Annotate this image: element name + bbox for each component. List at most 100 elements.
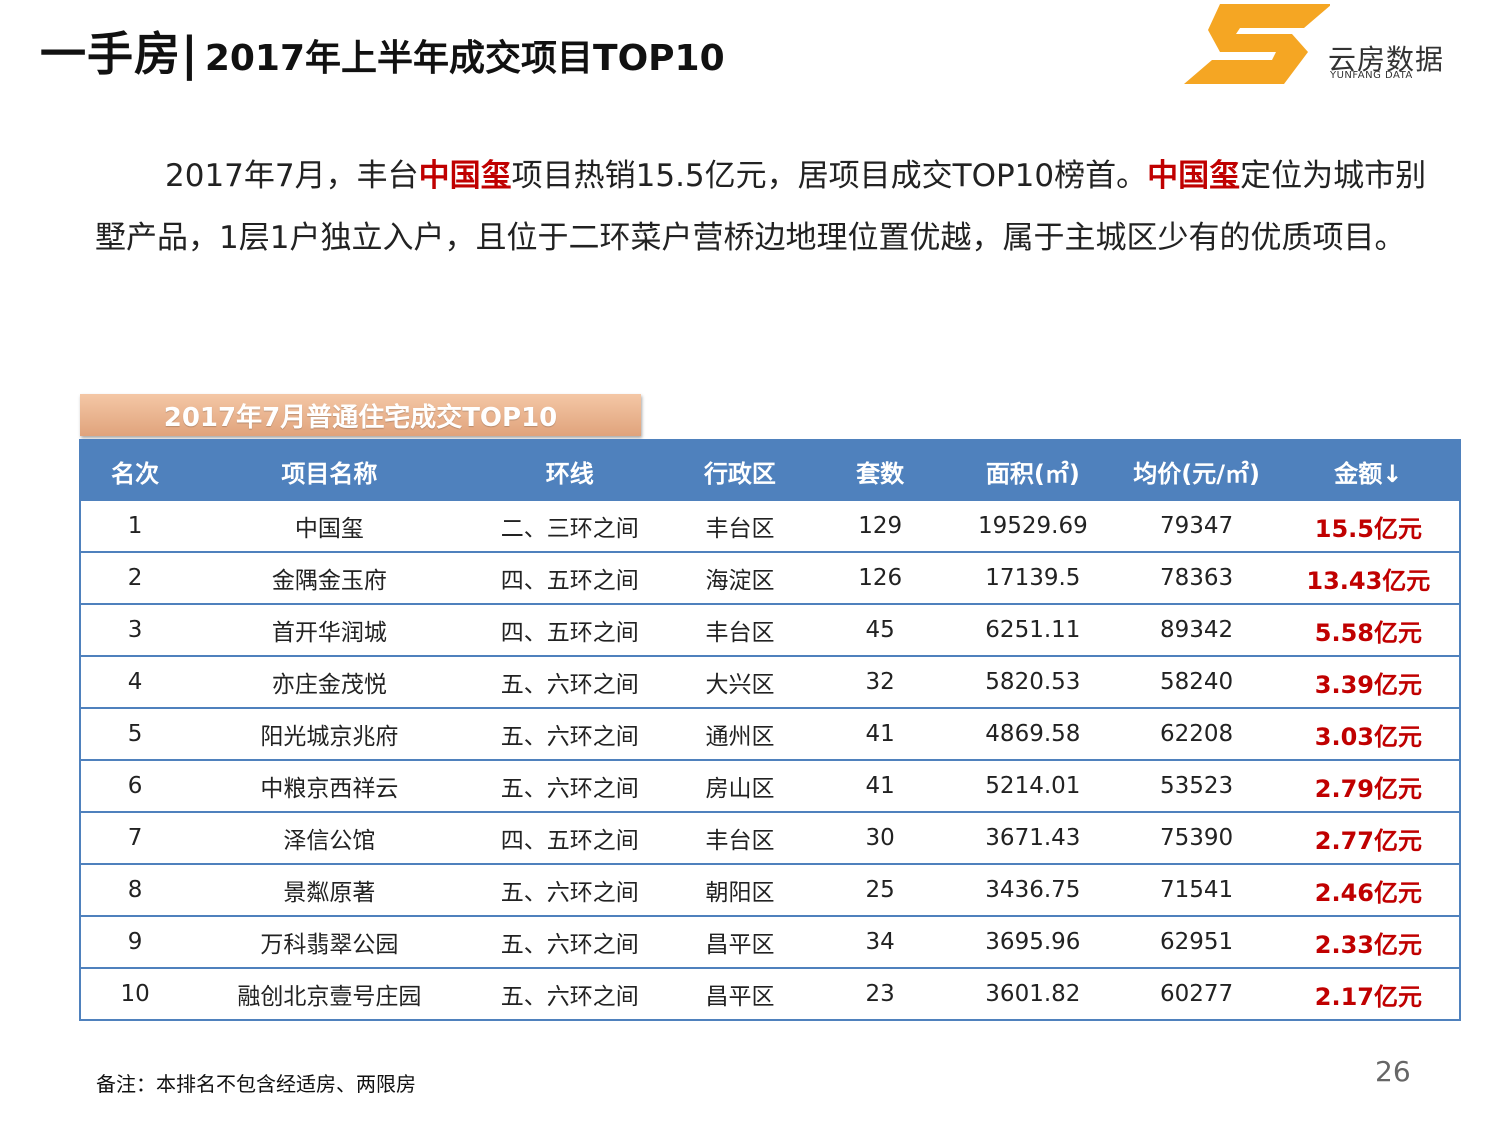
cell-ring-road: 四、五环之间	[469, 552, 670, 605]
cell-district: 朝阳区	[669, 864, 811, 917]
cell-ring-road: 五、六环之间	[469, 916, 670, 969]
header-rank: 名次	[81, 441, 190, 501]
intro-paragraph: 2017年7月，丰台中国玺项目热销15.5亿元，居项目成交TOP10榜首。中国玺…	[95, 145, 1445, 269]
cell-amount: 5.58亿元	[1277, 604, 1459, 657]
cell-avg-price: 62951	[1115, 916, 1278, 969]
header-units: 套数	[810, 441, 951, 501]
table-header-row: 名次 项目名称 环线 行政区 套数 面积(㎡) 均价(元/㎡) 金额↓	[81, 441, 1459, 501]
cell-district: 丰台区	[669, 812, 811, 865]
ranking-table: 名次 项目名称 环线 行政区 套数 面积(㎡) 均价(元/㎡) 金额↓ 1 中国玺…	[79, 439, 1461, 1021]
cell-amount: 15.5亿元	[1277, 501, 1459, 553]
table-row: 6 中粮京西祥云 五、六环之间 房山区 41 5214.01 53523 2.79亿元	[81, 760, 1459, 813]
cell-amount: 3.39亿元	[1277, 656, 1459, 709]
table-caption: 2017年7月普通住宅成交TOP10	[80, 394, 641, 436]
table-row: 8 景粼原著 五、六环之间 朝阳区 25 3436.75 71541 2.46亿元	[81, 864, 1459, 917]
cell-district: 通州区	[669, 708, 811, 761]
cell-area: 19529.69	[950, 501, 1116, 553]
cell-rank: 4	[81, 656, 190, 709]
cell-ring-road: 五、六环之间	[469, 760, 670, 813]
cell-area: 3695.96	[950, 916, 1116, 969]
cell-ring-road: 四、五环之间	[469, 812, 670, 865]
cell-project-name: 首开华润城	[189, 604, 470, 657]
cell-rank: 3	[81, 604, 190, 657]
intro-text-2: 项目热销15.5亿元，居项目成交TOP10榜首。	[511, 158, 1148, 194]
cell-avg-price: 62208	[1115, 708, 1278, 761]
cell-units: 34	[810, 916, 951, 969]
cell-rank: 10	[120, 981, 150, 1007]
table-row: 3 首开华润城 四、五环之间 丰台区 45 6251.11 89342 5.58亿元	[81, 604, 1459, 657]
cell-amount: 2.46亿元	[1277, 864, 1459, 917]
header-district: 行政区	[669, 441, 811, 501]
table-row: 1 中国玺 二、三环之间 丰台区 129 19529.69 79347 15.5亿元	[81, 501, 1459, 553]
cell-area: 5214.01	[950, 760, 1116, 813]
cell-rank: 7	[81, 812, 190, 865]
cell-area: 3436.75	[950, 864, 1116, 917]
table-row: 9 万科翡翠公园 五、六环之间 昌平区 34 3695.96 62951 2.33亿元	[81, 916, 1459, 969]
cell-area: 6251.11	[950, 604, 1116, 657]
cell-units: 126	[810, 552, 951, 605]
cell-rank: 1	[81, 501, 190, 553]
header-area: 面积(㎡)	[950, 441, 1116, 501]
cell-project-name: 亦庄金茂悦	[189, 656, 470, 709]
cell-ring-road: 五、六环之间	[469, 864, 670, 917]
table-body: 1 中国玺 二、三环之间 丰台区 129 19529.69 79347 15.5亿元 2 金隅金玉…	[81, 501, 1459, 1019]
cell-units: 41	[810, 760, 951, 813]
cell-area: 17139.5	[950, 552, 1116, 605]
cell-units: 25	[810, 864, 951, 917]
cell-project-name: 景粼原著	[189, 864, 470, 917]
cell-district: 丰台区	[669, 604, 811, 657]
cell-ring-road: 二、三环之间	[469, 501, 670, 553]
cell-district: 昌平区	[705, 984, 775, 1010]
cell-project-name: 融创北京壹号庄园	[237, 984, 422, 1010]
intro-highlight-1: 中国玺	[418, 158, 512, 194]
cell-ring-road: 五、六环之间	[500, 984, 639, 1010]
slide-title: 2017年上半年成交项目TOP10	[204, 38, 725, 79]
page-title: 一手房| 2017年上半年成交项目TOP10	[40, 18, 725, 84]
cell-project-name: 中国玺	[189, 501, 470, 553]
logo-name: 云房数据	[1328, 43, 1445, 76]
table-row: 2 金隅金玉府 四、五环之间 海淀区 126 17139.5 78363 13.43亿元	[81, 552, 1459, 605]
cell-units: 129	[810, 501, 951, 553]
cell-amount: 2.79亿元	[1277, 760, 1459, 813]
cell-area: 5820.53	[950, 656, 1116, 709]
cell-amount: 2.77亿元	[1277, 812, 1459, 865]
cell-district: 大兴区	[669, 656, 811, 709]
cell-project-name: 泽信公馆	[189, 812, 470, 865]
cell-amount: 13.43亿元	[1277, 552, 1459, 605]
cell-avg-price: 75390	[1115, 812, 1278, 865]
table-row: 7 泽信公馆 四、五环之间 丰台区 30 3671.43 75390 2.77亿元	[81, 812, 1459, 865]
cell-amount: 3.03亿元	[1277, 708, 1459, 761]
cell-project-name: 金隅金玉府	[189, 552, 470, 605]
cell-units: 45	[810, 604, 951, 657]
cell-area: 3671.43	[950, 812, 1116, 865]
header-avg-price: 均价(元/㎡)	[1115, 441, 1278, 501]
cell-avg-price: 78363	[1115, 552, 1278, 605]
cell-units: 32	[810, 656, 951, 709]
table-row: 5 阳光城京兆府 五、六环之间 通州区 41 4869.58 62208 3.03亿元	[81, 708, 1459, 761]
cell-units: 30	[810, 812, 951, 865]
header-amount: 金额↓	[1277, 441, 1459, 501]
intro-text-3: 定位为城市别墅产品，1层1户独立入户，且位于二环菜户营桥边地理位置优越，属于主城…	[95, 158, 1427, 256]
cell-area: 3601.82	[985, 981, 1081, 1007]
cell-amount: 2.33亿元	[1277, 916, 1459, 969]
cell-avg-price: 79347	[1115, 501, 1278, 553]
cell-units: 23	[865, 981, 895, 1007]
logo-subtitle: YUNFANG DATA	[1330, 70, 1413, 81]
cell-avg-price: 53523	[1115, 760, 1278, 813]
cell-district: 丰台区	[669, 501, 811, 553]
cell-ring-road: 四、五环之间	[469, 604, 670, 657]
brand-logo: 云房数据 YUNFANG DATA	[1180, 0, 1470, 90]
cell-amount: 2.17亿元	[1314, 982, 1422, 1011]
cell-district: 房山区	[669, 760, 811, 813]
logo-mark-icon	[1184, 4, 1332, 84]
section-label: 一手房|	[40, 27, 199, 81]
cell-ring-road: 五、六环之间	[469, 656, 670, 709]
intro-text-1: 2017年7月，丰台	[165, 158, 419, 194]
cell-ring-road: 五、六环之间	[469, 708, 670, 761]
page-number: 26	[1375, 1055, 1411, 1088]
cell-project-name: 万科翡翠公园	[189, 916, 470, 969]
cell-avg-price: 60277	[1160, 981, 1234, 1007]
table-row: 10 融创北京壹号庄园 五、六环之间 昌平区 23 3601.82 60277 2.17亿元	[81, 968, 1459, 1019]
cell-project-name: 中粮京西祥云	[189, 760, 470, 813]
header-project-name: 项目名称	[189, 441, 470, 501]
